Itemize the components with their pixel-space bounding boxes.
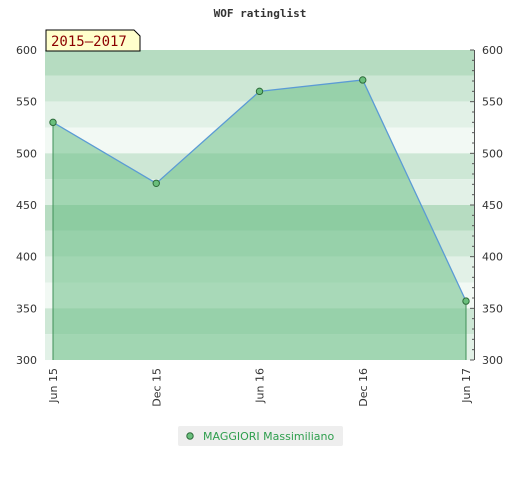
y-tick-label-right: 450 xyxy=(482,199,503,212)
y-tick-label-left: 450 xyxy=(16,199,37,212)
y-tick-label-right: 600 xyxy=(482,44,503,57)
period-badge-label: 2015–2017 xyxy=(51,34,127,50)
y-axis-left: 300 350 400 450 500 550 600 xyxy=(16,44,37,367)
y-tick-label-left: 600 xyxy=(16,44,37,57)
x-axis: Jun 15 Dec 15 Jun 16 Dec 16 Jun 17 xyxy=(47,368,473,407)
series-area xyxy=(53,79,466,360)
period-badge: 2015–2017 xyxy=(45,29,141,52)
data-point-2 xyxy=(255,87,264,96)
y-axis-right: 300 350 400 450 500 550 600 xyxy=(470,44,503,367)
y-tick-label-right: 350 xyxy=(482,302,503,315)
x-tick-label: Jun 15 xyxy=(47,368,60,404)
chart-title: WOF ratinglist xyxy=(214,7,307,20)
y-tick-label-left: 400 xyxy=(16,251,37,264)
drop-lines xyxy=(52,122,467,360)
y-tick-label-left: 500 xyxy=(16,147,37,160)
data-point-0 xyxy=(49,118,57,127)
y-tick-label-right: 400 xyxy=(482,251,503,264)
grid-band xyxy=(45,50,474,76)
area-layer xyxy=(53,79,466,360)
data-points xyxy=(49,76,470,305)
x-tick-label: Dec 16 xyxy=(357,368,370,407)
legend-series-name: MAGGIORI Massimiliano xyxy=(203,430,335,443)
y-tick-label-right: 550 xyxy=(482,96,503,109)
data-point-4 xyxy=(462,297,470,305)
y-tick-label-left: 350 xyxy=(16,302,37,315)
legend-marker-icon xyxy=(186,432,194,440)
x-tick-label: Dec 15 xyxy=(150,368,163,407)
y-tick-label-right: 500 xyxy=(482,147,503,160)
data-point-1 xyxy=(152,179,160,188)
data-point-3 xyxy=(359,76,367,84)
y-tick-label-right: 300 xyxy=(482,354,503,367)
y-tick-label-left: 300 xyxy=(16,354,37,367)
y-tick-label-left: 550 xyxy=(16,96,37,109)
legend-box xyxy=(178,426,343,446)
period-badge-box xyxy=(45,29,141,52)
x-tick-label: Jun 16 xyxy=(254,368,267,404)
legend[interactable]: MAGGIORI Massimiliano xyxy=(178,426,343,446)
x-tick-label: Jun 17 xyxy=(460,368,473,404)
